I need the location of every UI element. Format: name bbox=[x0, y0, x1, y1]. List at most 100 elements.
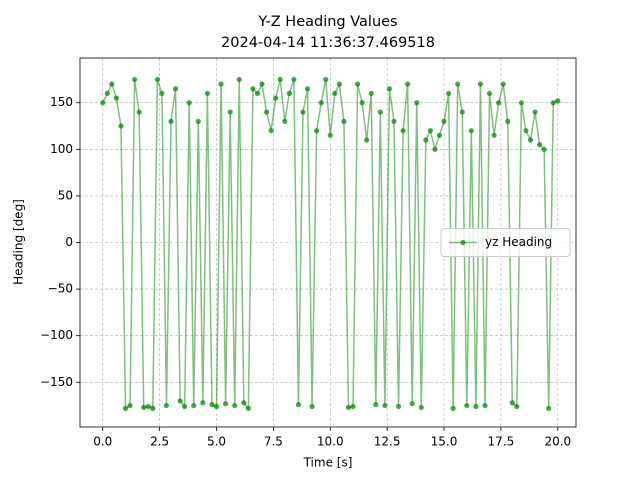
chart-title: Y-Z Heading Values bbox=[257, 14, 397, 30]
data-point bbox=[295, 402, 302, 408]
data-point bbox=[127, 402, 133, 409]
data-point bbox=[118, 123, 124, 129]
data-point bbox=[145, 403, 151, 410]
data-point bbox=[518, 100, 524, 106]
y-tick-label: −150 bbox=[40, 375, 73, 389]
data-point bbox=[254, 90, 261, 97]
data-point bbox=[282, 118, 288, 124]
x-tick-label: 10.0 bbox=[317, 435, 344, 449]
y-tick-label: 150 bbox=[50, 95, 73, 109]
data-point bbox=[391, 118, 397, 124]
data-point bbox=[154, 76, 160, 83]
legend-label: yz Heading bbox=[485, 235, 552, 249]
data-point bbox=[304, 86, 311, 92]
y-tick-label: 50 bbox=[58, 188, 73, 202]
data-point bbox=[241, 400, 247, 406]
data-point bbox=[354, 81, 361, 87]
data-point bbox=[141, 404, 147, 411]
data-point bbox=[400, 128, 406, 134]
x-tick-label: 20.0 bbox=[544, 435, 571, 449]
data-point bbox=[277, 76, 283, 83]
data-point bbox=[209, 402, 215, 408]
data-point bbox=[514, 403, 520, 410]
data-point bbox=[432, 146, 438, 152]
x-axis-label: Time [s] bbox=[303, 456, 353, 470]
data-point bbox=[436, 132, 443, 138]
data-point bbox=[191, 402, 197, 409]
data-point bbox=[555, 98, 561, 104]
data-point bbox=[309, 403, 315, 410]
y-tick-label: 100 bbox=[50, 142, 73, 156]
data-point bbox=[177, 398, 183, 404]
data-point bbox=[113, 95, 120, 101]
data-point bbox=[159, 90, 165, 97]
data-point bbox=[259, 81, 265, 87]
data-point bbox=[427, 128, 433, 134]
data-point bbox=[395, 403, 402, 410]
data-point bbox=[441, 118, 447, 124]
legend-box bbox=[440, 228, 571, 257]
data-point bbox=[122, 405, 129, 411]
data-point bbox=[104, 90, 110, 97]
data-point bbox=[213, 403, 220, 410]
data-point bbox=[386, 86, 393, 92]
data-point bbox=[136, 109, 142, 115]
y-tick-label: 0 bbox=[65, 235, 73, 249]
data-point bbox=[263, 109, 270, 115]
data-point bbox=[373, 402, 379, 408]
data-point bbox=[250, 86, 256, 92]
x-tick-label: 0.0 bbox=[93, 435, 112, 449]
data-point bbox=[523, 128, 529, 134]
data-point bbox=[218, 81, 224, 87]
data-point bbox=[232, 402, 238, 409]
data-point bbox=[405, 81, 411, 87]
data-point bbox=[341, 118, 347, 124]
data-point bbox=[186, 100, 192, 106]
data-point bbox=[473, 403, 479, 410]
data-point bbox=[350, 403, 356, 410]
data-point bbox=[409, 401, 415, 407]
data-point bbox=[445, 90, 452, 97]
data-point bbox=[505, 118, 511, 124]
data-point bbox=[200, 400, 206, 406]
data-point bbox=[359, 100, 365, 106]
data-point bbox=[382, 402, 388, 409]
y-tick-label: −50 bbox=[48, 282, 73, 296]
data-point bbox=[168, 118, 174, 124]
legend-marker bbox=[460, 239, 466, 246]
y-axis-label: Heading [deg] bbox=[12, 199, 26, 285]
x-tick-label: 15.0 bbox=[431, 435, 458, 449]
data-point bbox=[332, 90, 338, 97]
data-point bbox=[273, 95, 279, 101]
data-point bbox=[323, 76, 329, 83]
data-point bbox=[182, 403, 188, 410]
data-point bbox=[227, 109, 233, 115]
data-point bbox=[204, 90, 211, 97]
data-point bbox=[496, 100, 502, 106]
data-point bbox=[486, 90, 493, 97]
data-point bbox=[314, 128, 320, 134]
data-point bbox=[455, 81, 461, 87]
x-tick-label: 2.5 bbox=[150, 435, 169, 449]
data-point bbox=[377, 109, 383, 115]
data-point bbox=[464, 402, 470, 409]
data-point bbox=[509, 400, 515, 406]
data-point bbox=[468, 128, 474, 134]
data-point bbox=[223, 401, 229, 407]
data-point bbox=[318, 100, 324, 106]
chart-subtitle: 2024-04-14 11:36:37.469518 bbox=[221, 35, 435, 51]
data-point bbox=[482, 402, 488, 409]
data-point bbox=[450, 405, 456, 411]
x-tick-label: 17.5 bbox=[488, 435, 515, 449]
data-point bbox=[500, 81, 506, 87]
data-point bbox=[527, 137, 534, 143]
data-point bbox=[195, 118, 201, 124]
data-point bbox=[459, 109, 465, 115]
data-point bbox=[109, 81, 115, 87]
data-point bbox=[546, 405, 552, 411]
data-point bbox=[245, 405, 251, 411]
data-point bbox=[291, 76, 297, 83]
data-point bbox=[172, 86, 179, 92]
x-tick-label: 12.5 bbox=[374, 435, 401, 449]
